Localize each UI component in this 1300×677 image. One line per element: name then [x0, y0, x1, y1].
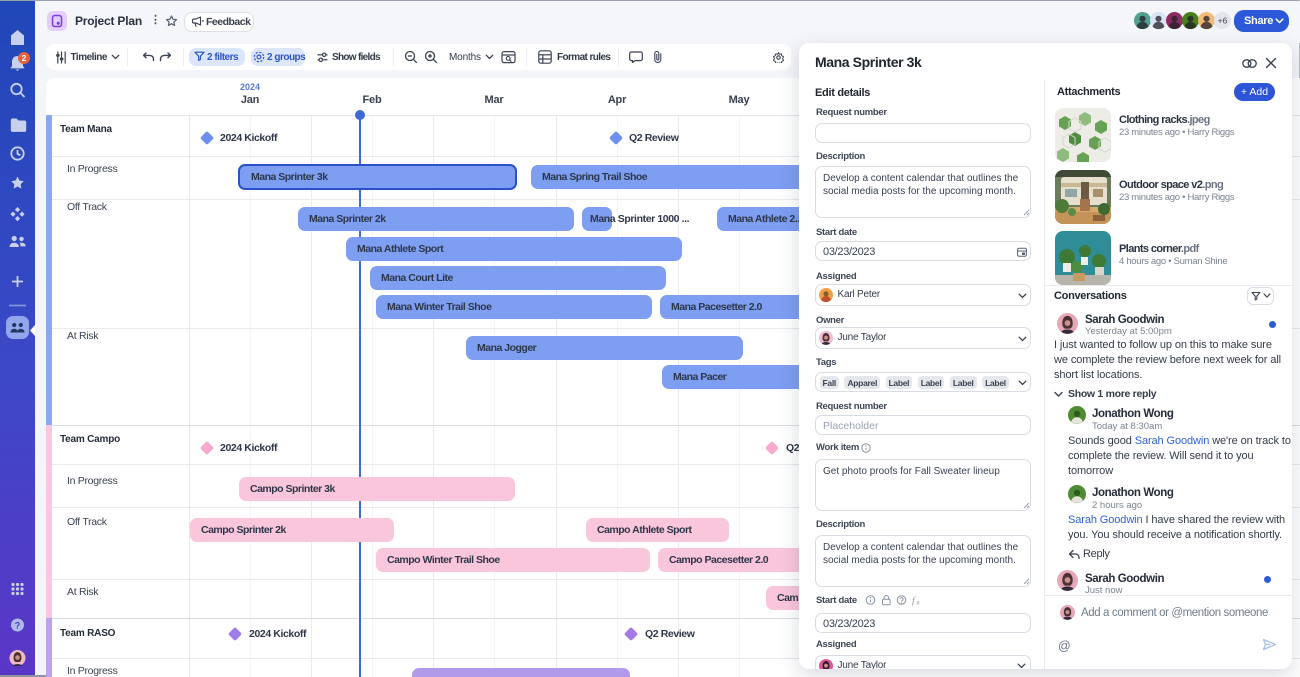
- svg-text:f: f: [912, 596, 916, 607]
- svg-text:+6: +6: [1218, 16, 1228, 26]
- svg-text:2: 2: [22, 53, 27, 63]
- svg-text:x: x: [917, 601, 920, 607]
- svg-text:?: ?: [15, 621, 21, 631]
